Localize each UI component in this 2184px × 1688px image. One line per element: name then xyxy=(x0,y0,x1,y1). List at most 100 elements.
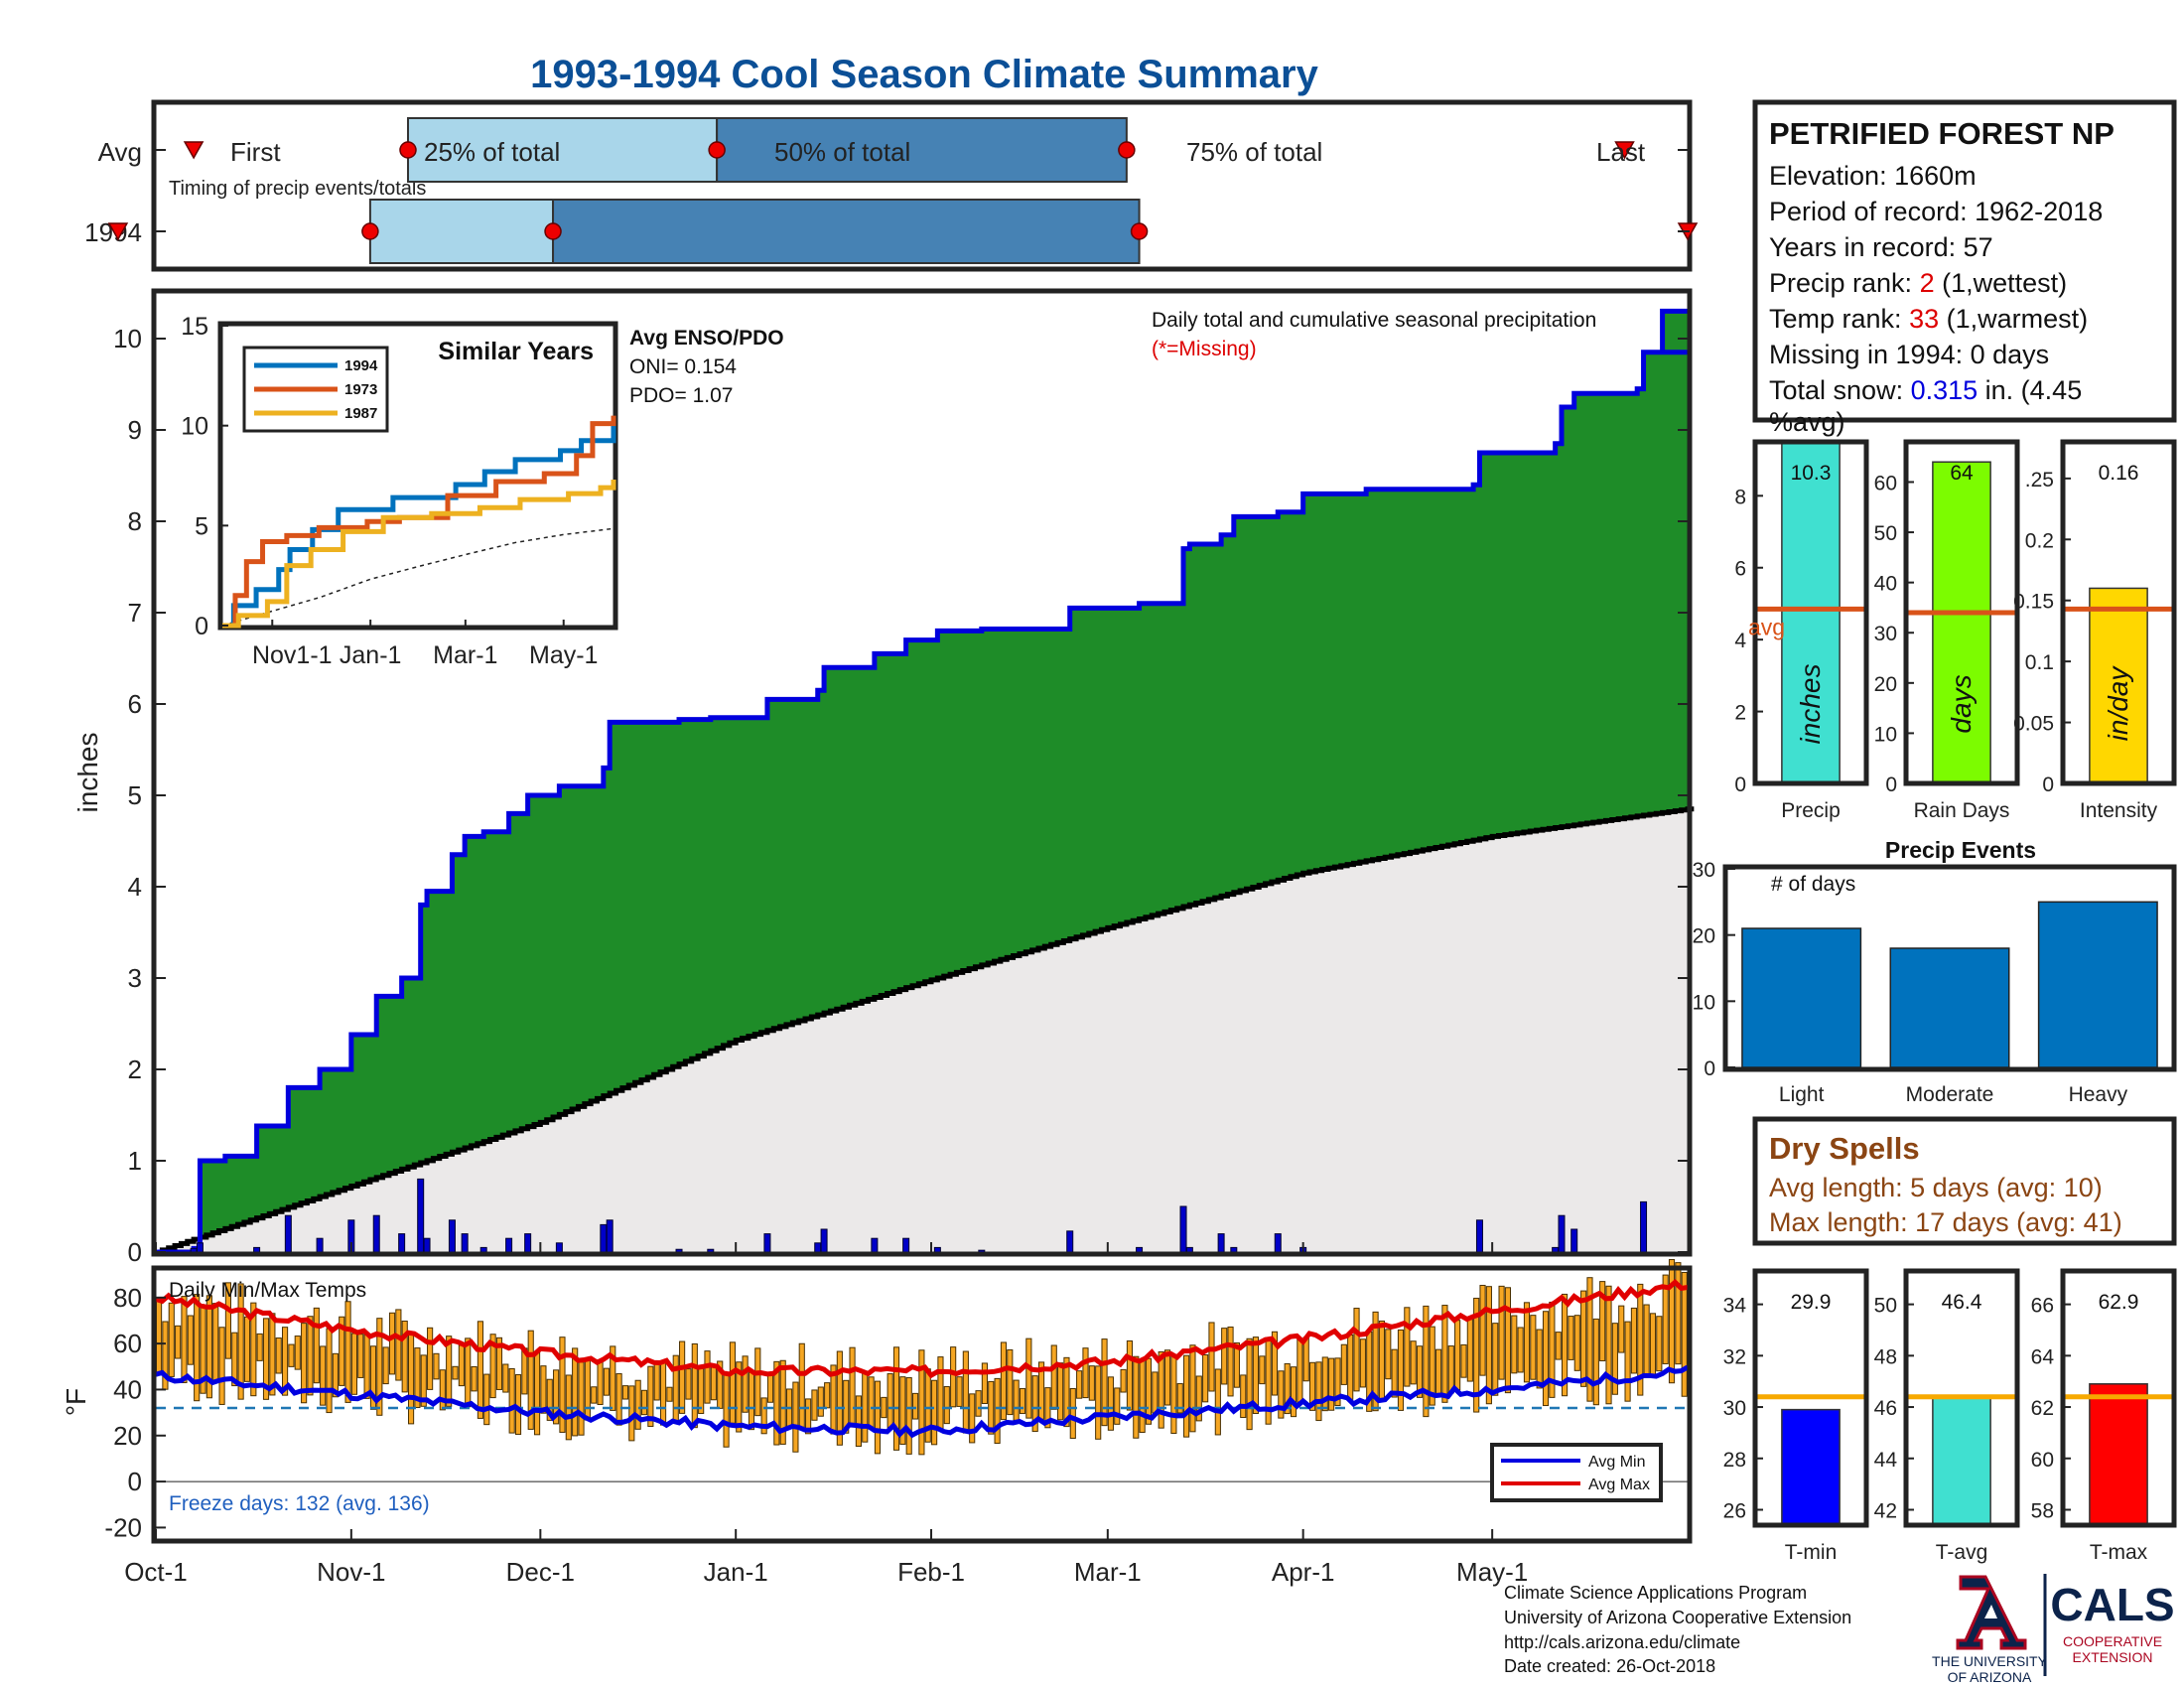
small-panels: 10.302468inchesPrecipavg640102030405060d… xyxy=(1723,439,2177,1564)
panel-frame xyxy=(2060,439,2177,786)
legend-label-1973: 1973 xyxy=(344,381,377,398)
daily-temp-bar xyxy=(1284,1362,1291,1415)
daily-temp-bar xyxy=(1511,1315,1518,1374)
daily-temp-bar xyxy=(1082,1347,1089,1399)
daily-temp-bar xyxy=(553,1369,560,1425)
daily-temp-bar xyxy=(792,1381,799,1453)
event-y-tick-label: 20 xyxy=(1693,925,1715,948)
x-axis-ticks: Oct-1 Nov-1 Dec-1 Jan-1 Feb-1 Mar-1 Apr-1 May-1 xyxy=(124,1529,1528,1587)
similar-years-title: Similar Years xyxy=(438,338,594,365)
y-tick-label: 10 xyxy=(113,324,142,353)
timing-percentile-marker xyxy=(544,222,562,240)
temp-legend: Avg Min Avg Max xyxy=(1490,1443,1663,1502)
panel-rain_days: 64 0 10 20 30 40 50 60 days Rain Days xyxy=(1874,439,2020,822)
daily-precip-bar xyxy=(902,1237,910,1253)
inset-x-tick-label: Nov1-1 xyxy=(252,641,333,669)
panel-category-label: Rain Days xyxy=(1914,799,2010,822)
daily-precip-bar xyxy=(316,1237,324,1253)
timing-first-last-marker xyxy=(1614,141,1635,160)
daily-temp-bar xyxy=(805,1398,812,1435)
dry-spells-max: Max length: 17 days (avg: 41) xyxy=(1769,1207,2122,1237)
daily-temp-bar xyxy=(742,1355,749,1413)
daily-temp-bar xyxy=(243,1316,251,1382)
daily-precip-bar xyxy=(555,1242,563,1253)
panel-frame xyxy=(1903,1268,2020,1528)
inset-series-1994 xyxy=(222,419,616,629)
daily-temp-bar xyxy=(1208,1322,1215,1392)
daily-temp-bar xyxy=(1447,1345,1454,1394)
daily-temp-bar xyxy=(1404,1307,1411,1387)
daily-temp-bar xyxy=(508,1367,515,1434)
daily-temp-bar xyxy=(748,1370,755,1431)
excess-precip-area xyxy=(156,311,1688,1252)
daily-precip-bar xyxy=(1217,1233,1225,1253)
footer: Climate Science Applications Program Uni… xyxy=(1504,1574,2175,1685)
daily-temp-bar xyxy=(237,1283,244,1400)
panel-y-tick-label: 44 xyxy=(1874,1449,1898,1472)
temp-y-tick-label: 80 xyxy=(113,1283,142,1313)
panel-frame xyxy=(1752,1268,1869,1528)
inset-x-tick-label: Jan-1 xyxy=(340,641,402,669)
daily-temp-bar xyxy=(1441,1305,1448,1403)
daily-temp-bar xyxy=(937,1356,944,1432)
y-tick-label: 6 xyxy=(128,689,142,719)
panel-y-tick-label: 42 xyxy=(1874,1499,1897,1522)
timing-box-25-50 xyxy=(406,117,719,183)
timing-first-last-marker xyxy=(183,141,205,160)
daily-temp-bar xyxy=(477,1321,483,1419)
temp-plot-title: Daily Min/Max Temps xyxy=(169,1279,366,1302)
daily-precip-bar xyxy=(1552,1246,1560,1253)
daily-temp-bar xyxy=(1429,1326,1435,1406)
daily-temp-bar xyxy=(1536,1329,1543,1389)
timing-row-1994-label: 1994 xyxy=(84,217,142,247)
daily-temp-bar xyxy=(1479,1284,1486,1376)
daily-precip-bar xyxy=(600,1223,608,1253)
legend-label-1994: 1994 xyxy=(344,357,378,374)
y-tick-label: 2 xyxy=(128,1055,142,1084)
x-tick-label: Jan-1 xyxy=(704,1557,768,1587)
daily-temp-bar xyxy=(369,1345,377,1410)
daily-temp-bar xyxy=(1555,1332,1562,1360)
daily-temp-bar xyxy=(1662,1274,1669,1364)
panel-y-tick-label: 60 xyxy=(2031,1449,2054,1472)
daily-temp-bar xyxy=(1101,1338,1108,1427)
inset-y-tick-label: 0 xyxy=(195,613,208,640)
daily-temp-bar xyxy=(175,1325,182,1359)
station-name: PETRIFIED FOREST NP xyxy=(1769,116,2115,151)
daily-temp-bar xyxy=(578,1361,585,1436)
x-tick-label: Nov-1 xyxy=(317,1557,385,1587)
daily-temp-bar xyxy=(1120,1368,1127,1393)
y-tick-label: 7 xyxy=(128,598,142,628)
daily-temp-bar xyxy=(975,1390,982,1417)
temperature-plot: -20 0 20 40 60 80 °F Daily Min/Max Temps Free… xyxy=(61,1259,1693,1587)
daily-temp-bar xyxy=(540,1365,547,1414)
daily-temp-bar xyxy=(1656,1316,1663,1372)
panel-bar xyxy=(1932,461,1991,784)
daily-precip-bar xyxy=(1136,1246,1144,1253)
inset-y-tick-label: 10 xyxy=(181,413,208,441)
daily-temp-bar xyxy=(533,1351,541,1436)
daily-precip-bar xyxy=(1558,1214,1566,1253)
daily-temp-bar xyxy=(1454,1320,1461,1391)
timing-percentile-marker xyxy=(361,222,379,240)
daily-temp-bar xyxy=(653,1360,660,1401)
daily-temp-bar xyxy=(168,1302,175,1377)
daily-temp-bar xyxy=(868,1376,875,1430)
daily-temp-bar xyxy=(458,1344,465,1387)
daily-temp-bar xyxy=(350,1333,357,1395)
daily-temp-bar xyxy=(911,1392,919,1420)
daily-temp-bar xyxy=(339,1316,345,1386)
daily-temp-bar xyxy=(1315,1361,1322,1422)
panel-value-label: 10.3 xyxy=(1791,462,1832,485)
daily-temp-bar xyxy=(527,1330,534,1430)
daily-temp-bar xyxy=(1195,1375,1202,1422)
y-tick-label: 8 xyxy=(128,506,142,536)
daily-temp-bar xyxy=(994,1377,1001,1445)
panel-precip_total: 10.3 0 2 4 6 8 inches Precip avg xyxy=(1734,439,1869,822)
inset-x-tick-label: Mar-1 xyxy=(433,641,497,669)
daily-temp-bar xyxy=(666,1386,673,1402)
event-category-label: Moderate xyxy=(1906,1083,1994,1106)
daily-temp-bar xyxy=(224,1282,231,1359)
daily-temp-bar xyxy=(1227,1326,1234,1397)
